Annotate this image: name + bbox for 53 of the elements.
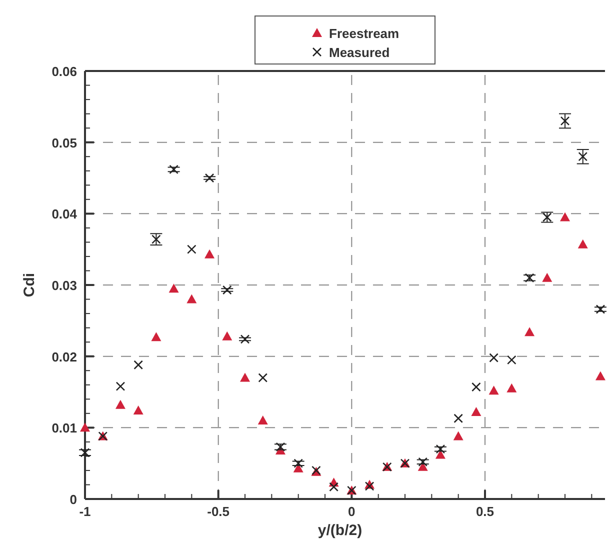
point: [258, 416, 268, 425]
y-tick-label: 0.05: [52, 135, 77, 150]
point: [418, 462, 428, 471]
point: [80, 448, 90, 458]
point: [489, 353, 498, 362]
point: [240, 372, 250, 382]
point: [595, 371, 606, 380]
point: [329, 482, 338, 492]
point: [169, 164, 178, 174]
point: [294, 458, 303, 468]
point: [187, 244, 196, 254]
point: [222, 331, 232, 340]
point: [204, 249, 215, 258]
point: [435, 450, 446, 459]
point: [134, 360, 143, 370]
x-tick-label: 0.5: [476, 504, 494, 519]
point: [151, 332, 162, 342]
y-tick-label: 0.06: [52, 64, 77, 79]
point: [240, 334, 250, 344]
y-tick-label: 0: [70, 492, 77, 507]
point: [133, 406, 144, 415]
point: [524, 327, 535, 336]
point: [596, 304, 606, 314]
y-axis-title: Cdi: [21, 272, 38, 298]
point: [168, 284, 179, 293]
legend-label: Measured: [329, 45, 390, 60]
x-tick-label: 0: [348, 504, 356, 519]
point: [293, 463, 304, 472]
point: [542, 272, 552, 282]
x-tick-label: -1: [79, 504, 91, 519]
point: [578, 239, 588, 248]
point: [258, 373, 268, 382]
point: [115, 400, 126, 409]
x-axis-title: y/(b/2): [318, 522, 362, 539]
legend-label: Freestream: [329, 26, 400, 41]
point: [488, 386, 499, 395]
point: [454, 414, 463, 424]
point: [222, 285, 232, 295]
point: [471, 406, 482, 416]
x-tick-label: -0.5: [207, 504, 230, 519]
point: [453, 431, 464, 440]
point: [80, 422, 90, 432]
point: [560, 212, 570, 222]
point: [507, 355, 516, 365]
point: [204, 173, 214, 183]
y-tick-label: 0.03: [52, 278, 77, 293]
y-tick-label: 0.04: [52, 206, 78, 222]
y-tick-label: 0.02: [52, 349, 77, 364]
point: [116, 382, 126, 391]
y-tick-label: 0.01: [52, 420, 77, 436]
point: [186, 294, 197, 304]
point: [506, 383, 517, 392]
point: [472, 382, 481, 392]
